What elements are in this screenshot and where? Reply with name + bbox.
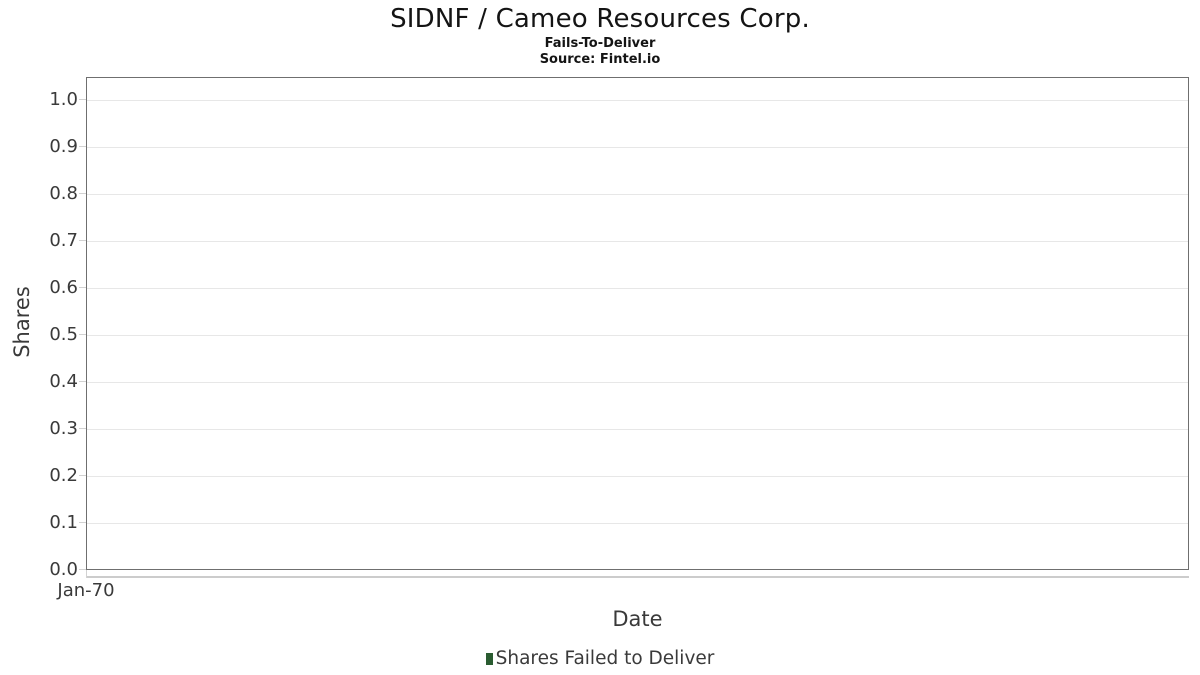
gridline <box>87 194 1188 195</box>
gridline <box>87 476 1188 477</box>
y-tick-label: 1.0 <box>49 89 78 110</box>
chart-subtitle: Fails-To-Deliver <box>544 36 656 51</box>
gridline <box>87 382 1188 383</box>
y-axis-tick <box>79 475 86 476</box>
gridline <box>87 147 1188 148</box>
y-tick-label: 0.5 <box>49 324 78 345</box>
y-axis-tick <box>79 569 86 570</box>
y-tick-label: 0.6 <box>49 277 78 298</box>
gridline <box>87 241 1188 242</box>
gridline <box>87 100 1188 101</box>
gridline <box>87 288 1188 289</box>
y-axis-tick <box>79 287 86 288</box>
y-axis-tick <box>79 381 86 382</box>
y-axis-tick <box>79 99 86 100</box>
x-tick-label: Jan-70 <box>57 580 115 601</box>
y-axis-tick <box>79 428 86 429</box>
y-tick-label: 0.8 <box>49 183 78 204</box>
gridline <box>87 429 1188 430</box>
gridline <box>87 335 1188 336</box>
x-axis-tick <box>86 570 87 578</box>
y-tick-label: 0.7 <box>49 230 78 251</box>
legend: Shares Failed to Deliver <box>0 646 1200 672</box>
y-tick-label: 0.3 <box>49 418 78 439</box>
x-axis-title: Date <box>612 607 663 631</box>
x-axis-line <box>86 576 1189 578</box>
y-tick-label: 0.4 <box>49 371 78 392</box>
y-axis-tick <box>79 522 86 523</box>
y-axis-tick <box>79 146 86 147</box>
plot-area <box>86 77 1189 570</box>
y-tick-label: 0.0 <box>49 559 78 580</box>
chart-source-note: Source: Fintel.io <box>539 52 661 67</box>
y-axis-tick <box>79 193 86 194</box>
y-tick-label: 0.1 <box>49 512 78 533</box>
gridline <box>87 523 1188 524</box>
legend-marker-icon <box>485 653 493 665</box>
y-tick-label: 0.9 <box>49 136 78 157</box>
y-axis-tick <box>79 334 86 335</box>
y-axis-tick <box>79 240 86 241</box>
chart-title: SIDNF / Cameo Resources Corp. <box>390 4 810 34</box>
legend-label: Shares Failed to Deliver <box>495 648 715 669</box>
y-tick-label: 0.2 <box>49 465 78 486</box>
